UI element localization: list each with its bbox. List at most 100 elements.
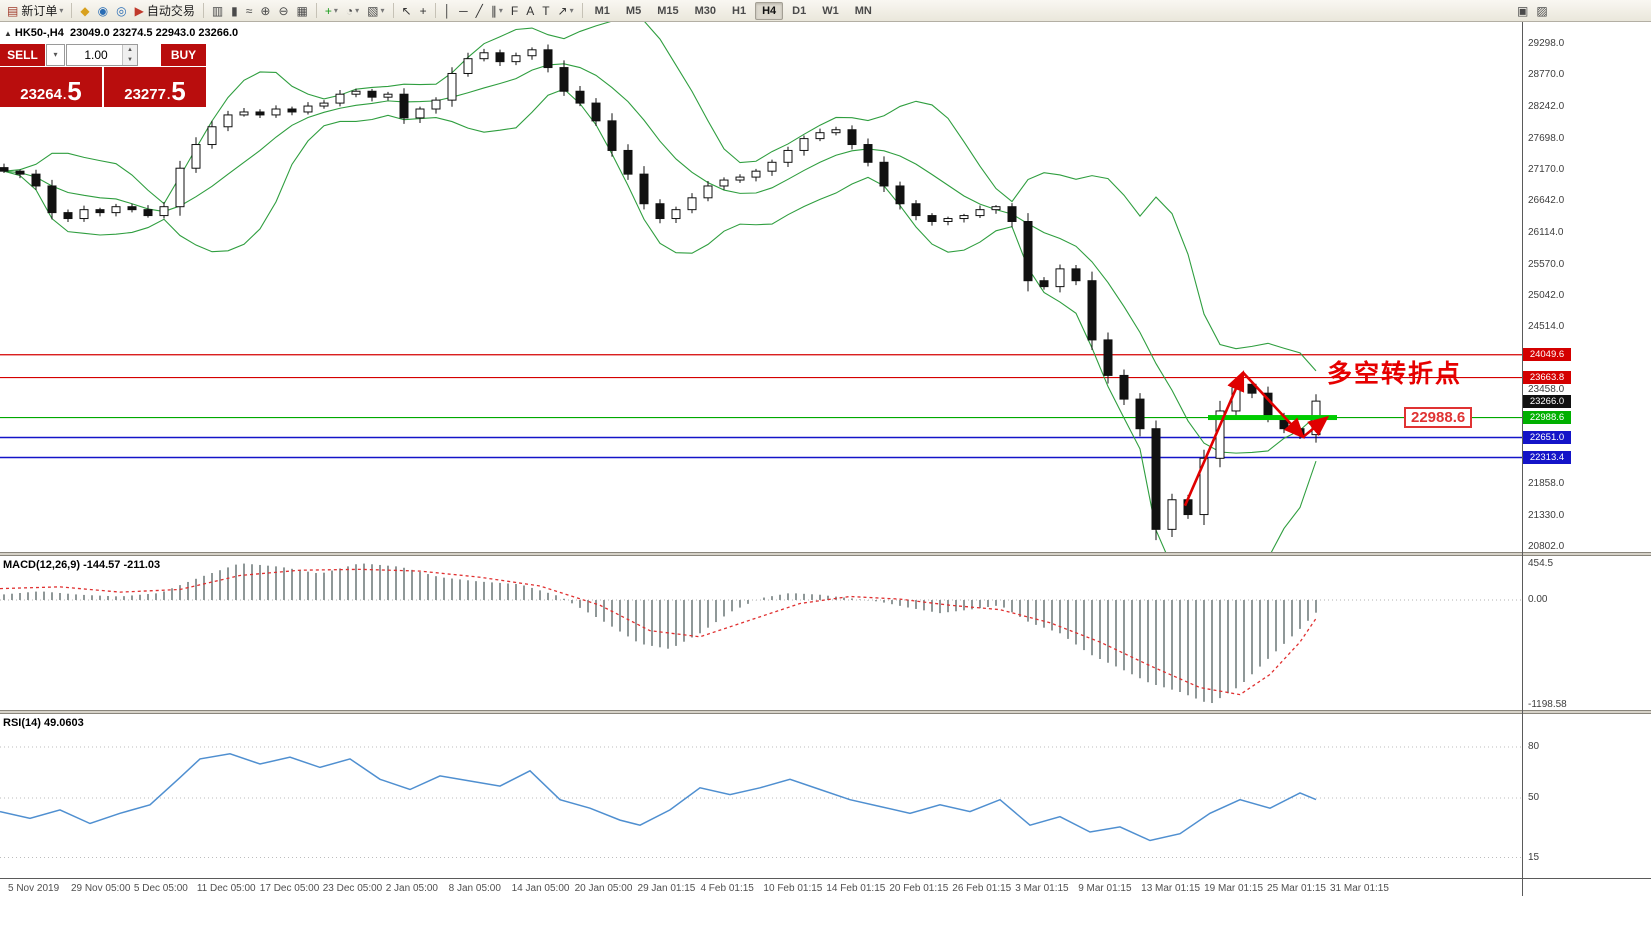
- timeframe-m1[interactable]: M1: [594, 4, 610, 17]
- autotrading-label: 自动交易: [146, 4, 195, 18]
- sell-button[interactable]: SELL: [0, 44, 45, 66]
- price-level-badge: 23663.8: [1523, 371, 1571, 385]
- templates-button[interactable]: ▧ ▾: [364, 1, 387, 20]
- time-axis-label: 13 Mar 01:15: [1141, 883, 1201, 894]
- time-axis-label: 5 Dec 05:00: [133, 883, 188, 894]
- volume-input[interactable]: [67, 45, 125, 65]
- price-tick-label: 27170.0: [1528, 163, 1565, 175]
- new-order-icon: ▤: [7, 3, 19, 18]
- price-tick-label: 29298.0: [1528, 38, 1565, 49]
- chart-title: ▲ HK50-,H4 23049.0 23274.5 22943.0 23266.…: [4, 27, 238, 39]
- bar-chart-icon: ▥: [211, 3, 224, 18]
- time-axis-label: 2 Jan 05:00: [385, 883, 438, 894]
- trendline-button[interactable]: ╱: [473, 1, 486, 20]
- metaeditor-button[interactable]: ◆: [77, 1, 92, 20]
- turning-point-annotation[interactable]: 多空转折点: [1327, 360, 1463, 388]
- symbol-search-button[interactable]: ▣: [1514, 1, 1531, 20]
- zoom-out-button[interactable]: ⊖: [275, 1, 291, 20]
- timeframe-m15[interactable]: M15: [657, 4, 679, 17]
- panel-splitter-rsi[interactable]: [0, 710, 1651, 714]
- panel-splitter-macd[interactable]: [0, 552, 1651, 556]
- volume-decrease-button[interactable]: ▼: [123, 55, 137, 65]
- time-axis-label: 19 Mar 01:15: [1204, 883, 1264, 894]
- horizontal-line-button[interactable]: ─: [456, 1, 471, 20]
- price-callout-label[interactable]: 22988.6: [1404, 407, 1473, 428]
- macd-axis-label: 454.5: [1528, 558, 1554, 569]
- text-button[interactable]: A: [523, 1, 537, 20]
- price-tick-label: 26114.0: [1528, 226, 1564, 238]
- community-button[interactable]: ◎: [113, 1, 129, 20]
- timeframe-d1[interactable]: D1: [792, 4, 807, 17]
- periods-button[interactable]: ◔ ▾: [343, 1, 362, 20]
- time-axis-label: 9 Mar 01:15: [1078, 883, 1132, 894]
- sell-price-dot: .: [62, 88, 67, 102]
- text-label-button[interactable]: T: [539, 1, 552, 20]
- sell-price-main: 23264: [20, 86, 62, 103]
- crosshair-button[interactable]: +: [417, 1, 430, 20]
- time-axis-label: 14 Feb 01:15: [826, 883, 886, 894]
- buy-price-display[interactable]: 23277. 5: [104, 67, 206, 107]
- macd-axis-label: 0.00: [1528, 594, 1548, 605]
- timeframe-m5[interactable]: M5: [625, 4, 642, 17]
- line-chart-button[interactable]: ≈: [243, 1, 256, 20]
- toolbar-separator: [581, 3, 583, 18]
- toolbar-separator: [392, 3, 394, 18]
- timeframe-mn[interactable]: MN: [854, 4, 872, 17]
- tile-windows-button[interactable]: ▦: [294, 1, 311, 20]
- cursor-button[interactable]: ↖: [399, 1, 415, 20]
- time-axis-label: 20 Feb 01:15: [889, 883, 949, 894]
- price-tick-label: 21330.0: [1528, 509, 1565, 521]
- window-search-button[interactable]: ▨: [1533, 1, 1550, 20]
- time-axis-label: 5 Nov 2019: [8, 883, 60, 894]
- price-tick-label: 23458.0: [1528, 383, 1565, 395]
- chevron-down-icon: ▾: [333, 6, 338, 15]
- toolbar-separator: [315, 3, 317, 18]
- new-order-label: 新订单: [21, 4, 58, 18]
- macd-indicator-title: MACD(12,26,9) -144.57 -211.03: [3, 559, 161, 571]
- autotrading-button[interactable]: ▶ 自动交易: [132, 1, 198, 20]
- volume-field: ▲ ▼: [66, 44, 138, 66]
- indicators-button[interactable]: + ▾: [322, 1, 341, 20]
- profile-button[interactable]: ◉: [95, 1, 111, 20]
- new-order-button[interactable]: ▤ 新订单 ▾: [4, 1, 66, 20]
- rsi-layer: [0, 746, 1522, 858]
- timeframe-m30[interactable]: M30: [694, 4, 716, 17]
- timeframe-h1[interactable]: H1: [732, 4, 747, 17]
- buy-button[interactable]: BUY: [161, 44, 206, 66]
- vertical-line-button[interactable]: │: [441, 1, 455, 20]
- chart-drawings-layer[interactable]: [1183, 370, 1337, 507]
- rsi-axis-label: 15: [1528, 851, 1540, 863]
- price-tick-label: 26642.0: [1528, 195, 1565, 207]
- volume-preset-dropdown[interactable]: ▾: [46, 44, 65, 66]
- timeframe-h4[interactable]: H4: [755, 1, 784, 20]
- fibonacci-button[interactable]: F: [508, 1, 521, 20]
- candlestick-chart-button[interactable]: ▮: [228, 1, 241, 20]
- indicators-icon: +: [324, 3, 332, 18]
- time-axis-label: 10 Feb 01:15: [763, 883, 823, 894]
- autotrading-icon: ▶: [134, 3, 144, 18]
- metaeditor-icon: ◆: [80, 3, 90, 18]
- equidistant-channel-button[interactable]: ∥ ▾: [488, 1, 506, 20]
- line-chart-icon: ≈: [245, 3, 253, 18]
- price-tick-label: 24514.0: [1528, 321, 1565, 333]
- ohlc-values: 23049.0 23274.5 22943.0 23266.0: [69, 27, 239, 39]
- price-tick-label: 25042.0: [1528, 289, 1565, 301]
- trendline-icon: ╱: [475, 3, 483, 18]
- timeframe-w1[interactable]: W1: [822, 4, 839, 17]
- text-label-icon: T: [542, 3, 550, 18]
- arrows-button[interactable]: ↗ ▾: [555, 1, 577, 20]
- chevron-down-icon: ▾: [53, 50, 58, 59]
- vertical-line-icon: │: [443, 3, 452, 18]
- time-axis-label: 31 Mar 01:15: [1330, 883, 1389, 894]
- price-axis-border: [1522, 22, 1523, 896]
- cursor-icon: ↖: [401, 3, 412, 18]
- sell-price-display[interactable]: 23264. 5: [0, 67, 102, 107]
- volume-increase-button[interactable]: ▲: [123, 45, 137, 55]
- zoom-in-button[interactable]: ⊕: [257, 1, 273, 20]
- symbol-search-icon: ▣: [1517, 3, 1529, 18]
- macd-layer: [0, 563, 1522, 704]
- toolbar-separator: [71, 3, 73, 18]
- price-tick-label: 27698.0: [1528, 132, 1565, 144]
- bar-chart-button[interactable]: ▥: [209, 1, 226, 20]
